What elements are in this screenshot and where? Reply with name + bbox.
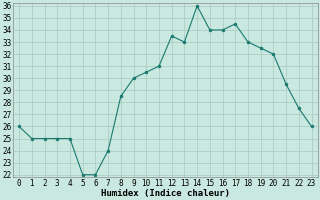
X-axis label: Humidex (Indice chaleur): Humidex (Indice chaleur) [101,189,230,198]
